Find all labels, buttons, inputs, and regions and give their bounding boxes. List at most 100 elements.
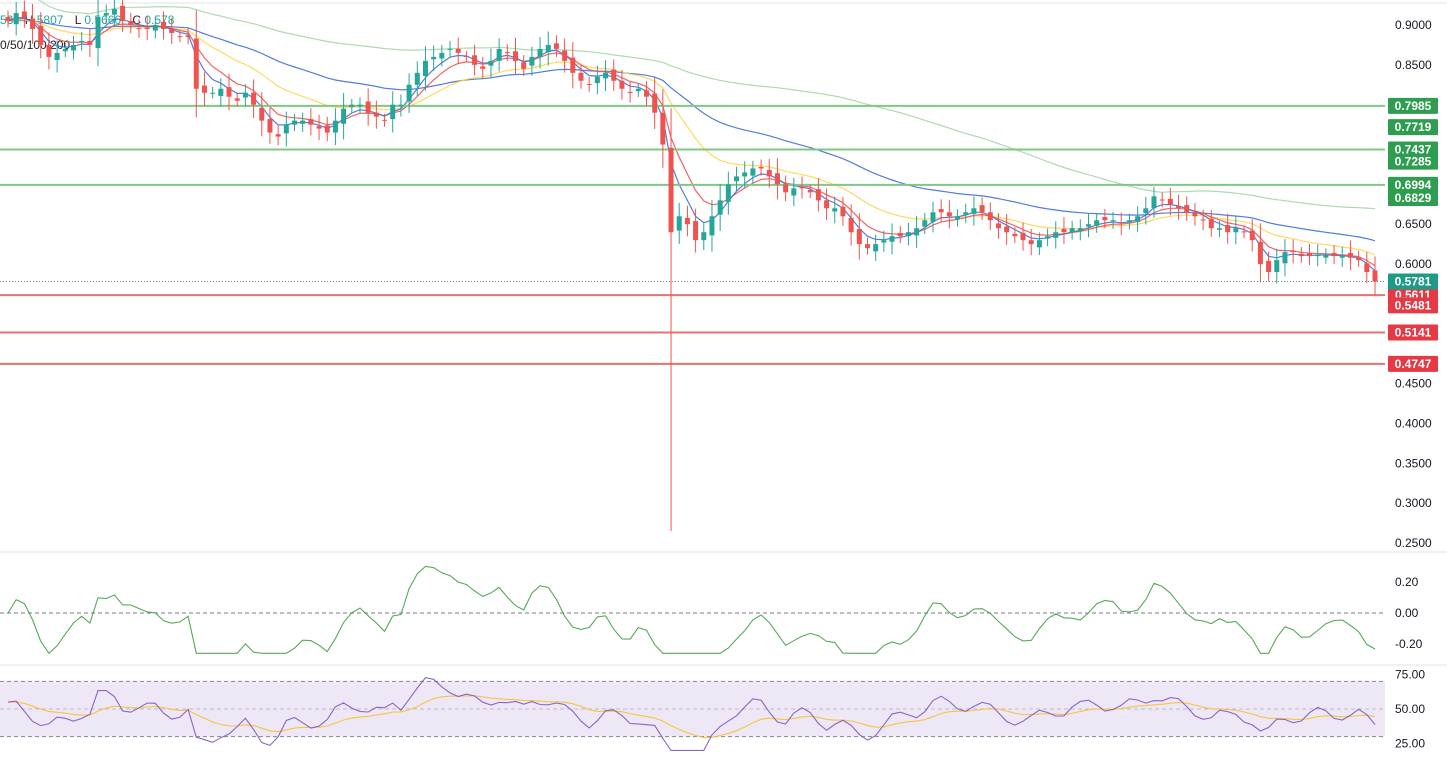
level-label-badge <box>1388 355 1438 372</box>
rsi-line <box>7 676 1376 751</box>
candle-body <box>1102 217 1108 221</box>
cci-tick-label: -0.20 <box>1395 637 1423 651</box>
candle-body <box>521 62 527 69</box>
candle-body <box>1012 233 1018 237</box>
candle-body <box>1298 253 1304 257</box>
level-label: 0.5141 <box>1395 326 1432 340</box>
candle-body <box>611 69 617 81</box>
candle-body <box>1274 260 1280 273</box>
candle-body <box>439 52 445 59</box>
level-label-badge <box>1388 297 1438 314</box>
candle-body <box>259 107 265 121</box>
candle-body <box>774 173 780 185</box>
candle-body <box>373 112 379 117</box>
candle-body <box>1257 241 1263 265</box>
candle-body <box>1315 254 1321 257</box>
candle-body <box>1159 199 1165 201</box>
level-label: 0.7285 <box>1395 155 1432 169</box>
candle-body <box>210 92 216 94</box>
candle-body <box>791 188 797 196</box>
candle-body <box>987 212 993 221</box>
candle-body <box>422 60 428 77</box>
rsi-tick-label: 25.00 <box>1395 737 1425 751</box>
candle-body <box>529 56 535 66</box>
candle-body <box>1151 196 1157 209</box>
candle-body <box>1184 205 1190 213</box>
candle-body <box>701 232 707 241</box>
last-price-label-badge <box>1388 273 1438 290</box>
candle-body <box>1282 252 1288 264</box>
candle-body <box>635 88 641 92</box>
level-label-badge <box>1388 97 1438 114</box>
moving-average-legend: 0/50/100/200 <box>0 38 71 52</box>
candle-body <box>201 85 207 93</box>
level-label: 0.6994 <box>1395 178 1432 192</box>
candle-body <box>1061 229 1067 233</box>
level-label: 0.4747 <box>1395 357 1432 371</box>
candle-body <box>234 98 240 101</box>
candle-body <box>267 119 273 133</box>
level-label-badge <box>1388 119 1438 136</box>
price-tick-label: 0.9000 <box>1395 18 1432 32</box>
candle-body <box>889 236 895 242</box>
candle-body <box>46 44 52 57</box>
candle-body <box>1225 225 1231 233</box>
candle-body <box>783 184 789 193</box>
candle-body <box>643 90 649 97</box>
candle-body <box>496 48 502 61</box>
candle-body <box>537 48 543 57</box>
candle-body <box>341 108 347 124</box>
candle-body <box>431 56 437 60</box>
candle-body <box>1118 223 1124 225</box>
candle-body <box>995 223 1001 229</box>
candle-body <box>897 232 903 237</box>
candle-body <box>1053 232 1059 238</box>
level-label-badge <box>1388 153 1438 170</box>
candle-body <box>316 126 322 129</box>
low-key: L <box>74 13 81 27</box>
candle-body <box>13 13 19 25</box>
candle-body <box>1208 218 1214 229</box>
candle-body <box>832 208 838 212</box>
candle-body <box>734 176 740 182</box>
candle-body <box>938 209 944 213</box>
candle-body <box>120 5 126 22</box>
rsi-tick-label: 50.00 <box>1395 702 1425 716</box>
candle-body <box>570 57 576 73</box>
candle-body <box>1356 257 1362 261</box>
candle-body <box>414 72 420 85</box>
candle-body <box>488 60 494 66</box>
candle-body <box>750 168 756 176</box>
candle-body <box>873 244 879 252</box>
low-value: 0.5666 <box>84 13 122 27</box>
candle-body <box>38 25 44 45</box>
candle-body <box>848 217 854 233</box>
price-tick-label: 0.2500 <box>1395 536 1432 550</box>
candle-body <box>128 21 134 25</box>
cci-line <box>7 565 1376 655</box>
candle-body <box>1135 216 1141 222</box>
candle-body <box>382 119 388 121</box>
candle-body <box>177 36 183 38</box>
candle-body <box>283 124 289 134</box>
candle-body <box>905 232 911 237</box>
candle-body <box>226 87 232 97</box>
candle-body <box>946 212 952 217</box>
close-value: 0.578 <box>144 13 175 27</box>
candle-body <box>807 189 813 193</box>
candle-body <box>1323 254 1329 258</box>
candle-body <box>152 25 158 31</box>
candle-body <box>1176 205 1182 209</box>
candle-body <box>54 52 60 61</box>
candle-body <box>513 51 519 61</box>
candle-body <box>766 170 772 177</box>
candle-body <box>275 134 281 137</box>
candle-body <box>169 28 175 33</box>
candle-body <box>1020 232 1026 241</box>
candle-body <box>1200 219 1206 221</box>
level-label: 0.7719 <box>1395 120 1432 134</box>
rsi-ma-line <box>7 695 1376 739</box>
level-label-badge <box>1388 190 1438 207</box>
candle-body <box>1028 240 1034 245</box>
